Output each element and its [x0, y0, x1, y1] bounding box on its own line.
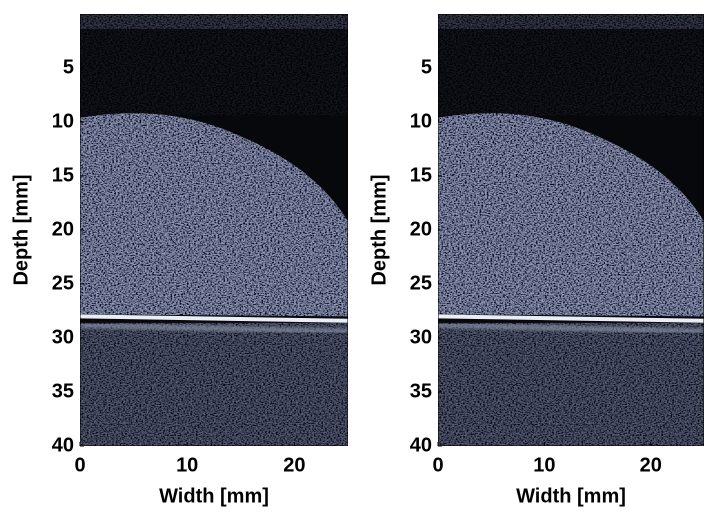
x-axis-label: Width [mm]	[516, 485, 626, 507]
y-tick-label: 10	[410, 110, 432, 132]
ultrasound-image	[80, 14, 348, 446]
y-tick-label: 40	[410, 434, 432, 456]
deep-region	[438, 322, 704, 446]
y-axis-label: Depth [mm]	[10, 174, 32, 285]
tissue	[80, 113, 348, 317]
panel: 5 10 15 20 25 30 35 400 10 20 Width [mm] Depth [mm]	[368, 14, 704, 507]
y-tick-label: 25	[410, 272, 432, 294]
glow-line	[80, 322, 348, 335]
x-tick-label: 10	[176, 454, 198, 476]
bright-line	[80, 314, 348, 323]
near-field	[438, 29, 704, 116]
x-tick-label: 10	[533, 454, 555, 476]
y-tick-label: 20	[410, 218, 432, 240]
y-tick-label: 30	[52, 326, 74, 348]
x-tick-label: 0	[432, 454, 443, 476]
y-tick-label: 5	[63, 56, 74, 78]
glow-line	[438, 322, 704, 335]
ultrasound-image	[438, 14, 704, 446]
deep-region	[80, 322, 348, 446]
y-tick-label: 15	[52, 164, 74, 186]
x-axis-label: Width [mm]	[159, 485, 269, 507]
tissue	[438, 113, 704, 317]
panel: 5 10 15 20 25 30 35 400 10 20 Width [mm] Depth [mm]	[10, 14, 348, 507]
top-band	[438, 14, 704, 30]
y-axis-label: Depth [mm]	[368, 174, 390, 285]
near-field	[80, 29, 348, 116]
y-tick-label: 30	[410, 326, 432, 348]
y-tick-label: 25	[52, 272, 74, 294]
y-tick-label: 5	[421, 56, 432, 78]
y-tick-label: 40	[52, 434, 74, 456]
bright-line	[438, 314, 704, 323]
top-band	[80, 14, 348, 30]
y-tick-label: 15	[410, 164, 432, 186]
x-tick-label: 20	[640, 454, 662, 476]
y-tick-label: 35	[410, 380, 432, 402]
x-tick-label: 20	[283, 454, 305, 476]
y-tick-label: 10	[52, 110, 74, 132]
y-tick-label: 35	[52, 380, 74, 402]
x-tick-label: 0	[74, 454, 85, 476]
y-tick-label: 20	[52, 218, 74, 240]
